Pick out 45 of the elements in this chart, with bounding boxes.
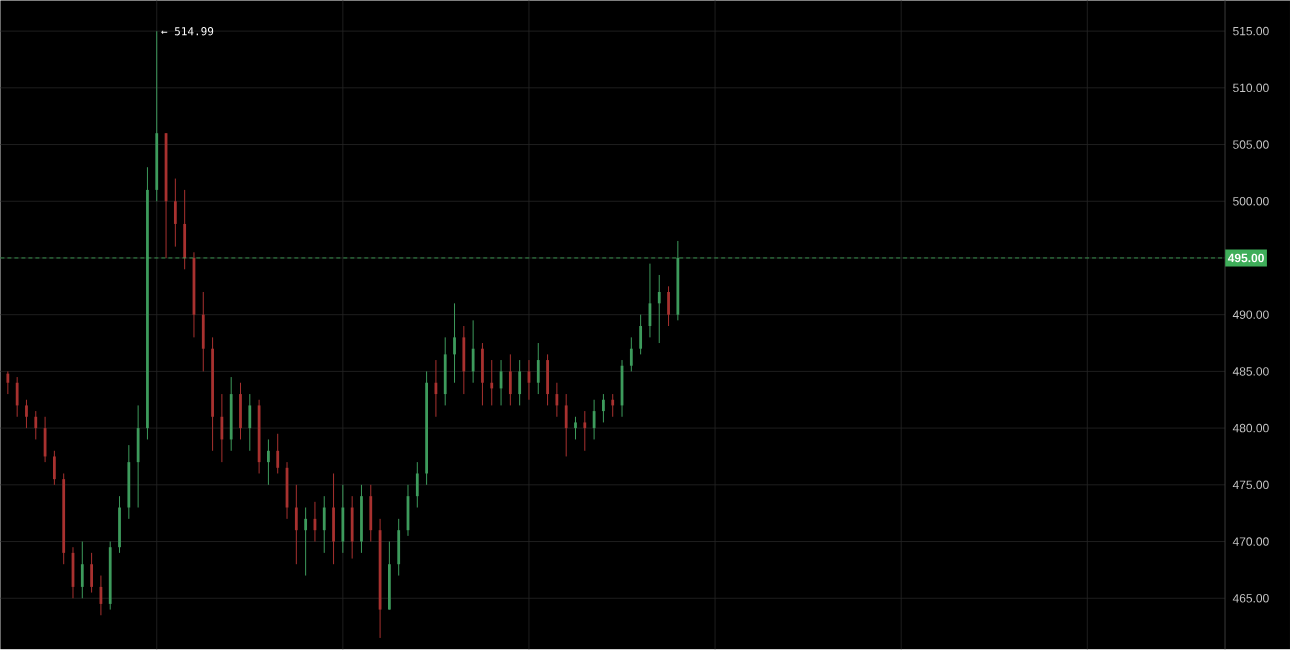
candlestick	[536, 342, 540, 395]
candlestick	[490, 359, 494, 406]
candlestick	[267, 438, 270, 486]
candlestick	[34, 410, 38, 440]
candlestick	[52, 450, 56, 486]
candlestick	[667, 285, 670, 327]
y-tick-label: 475.00	[1232, 480, 1269, 490]
candlestick	[25, 399, 28, 429]
candlestick	[657, 274, 661, 344]
ref-line-label: 495.00	[1227, 253, 1264, 263]
y-tick-label: 470.00	[1232, 537, 1269, 546]
y-tick-label: 515.00	[1233, 26, 1269, 36]
candlestick	[80, 540, 84, 599]
candlestick	[508, 353, 512, 406]
candlestick	[90, 552, 93, 594]
y-tick-label: 485.00	[1232, 367, 1269, 376]
candlestick	[629, 336, 633, 372]
candlestick	[220, 393, 224, 463]
y-tick-label: 505.00	[1233, 140, 1269, 149]
y-tick-label: 465.00	[1232, 593, 1269, 603]
annotation: ← 514.99	[161, 27, 214, 36]
candlestick	[564, 393, 568, 457]
candlestick	[453, 302, 456, 384]
candlestick	[304, 506, 308, 576]
candlestick	[15, 376, 19, 418]
candlestick	[574, 416, 577, 440]
candlestick	[602, 393, 605, 423]
candlestick	[639, 314, 643, 355]
y-tick-label: 480.00	[1232, 423, 1269, 433]
candlestick	[6, 370, 10, 395]
candlestick	[415, 461, 419, 508]
candlestick	[173, 178, 177, 248]
y-tick-label: 490.00	[1232, 310, 1269, 319]
candlestick	[555, 382, 559, 418]
candlestick	[276, 433, 280, 474]
candlestick	[592, 399, 596, 440]
candlestick	[248, 393, 252, 452]
candlestick	[471, 319, 475, 384]
candlestick	[518, 359, 522, 406]
candlestick	[583, 410, 587, 452]
candlestick	[611, 393, 615, 418]
candlestick	[294, 484, 298, 565]
y-tick-label: 500.00	[1233, 196, 1269, 206]
y-tick-label: 510.00	[1233, 83, 1269, 93]
candlestick	[322, 495, 326, 554]
